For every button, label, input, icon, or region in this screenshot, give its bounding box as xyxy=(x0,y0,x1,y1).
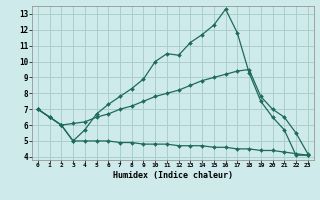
X-axis label: Humidex (Indice chaleur): Humidex (Indice chaleur) xyxy=(113,171,233,180)
